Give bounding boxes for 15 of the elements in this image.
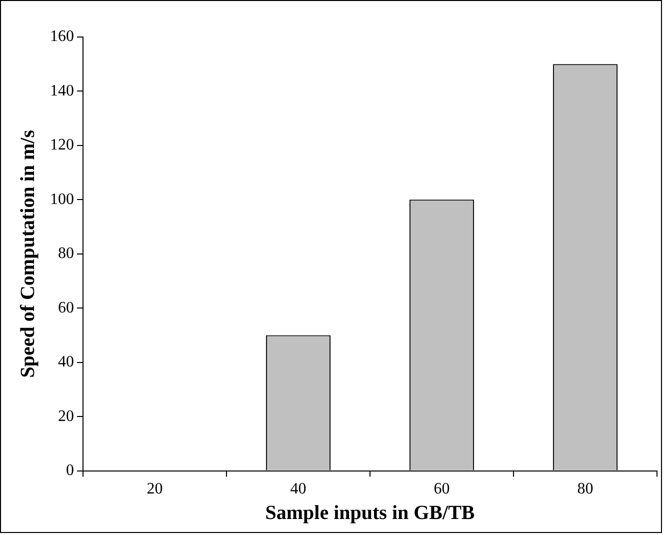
y-tick-label: 0	[66, 462, 74, 480]
y-tick-label: 80	[58, 245, 74, 262]
y-axis-title: Speed of Computation in m/s	[17, 130, 40, 378]
y-tick-label: 100	[50, 190, 74, 208]
x-tick-label: 20	[146, 480, 163, 498]
x-tick-label: 60	[434, 480, 450, 498]
x-tick-label: 40	[290, 480, 306, 498]
y-tick-label: 120	[50, 136, 74, 154]
x-tick-label: 80	[577, 480, 594, 498]
y-tick-label: 140	[50, 82, 74, 100]
y-tick-label: 60	[58, 299, 74, 316]
x-axis-title: Sample inputs in GB/TB	[265, 502, 475, 524]
y-tick-label: 20	[58, 408, 74, 425]
y-tick-label: 40	[58, 354, 74, 371]
y-tick-label: 160	[50, 28, 74, 46]
